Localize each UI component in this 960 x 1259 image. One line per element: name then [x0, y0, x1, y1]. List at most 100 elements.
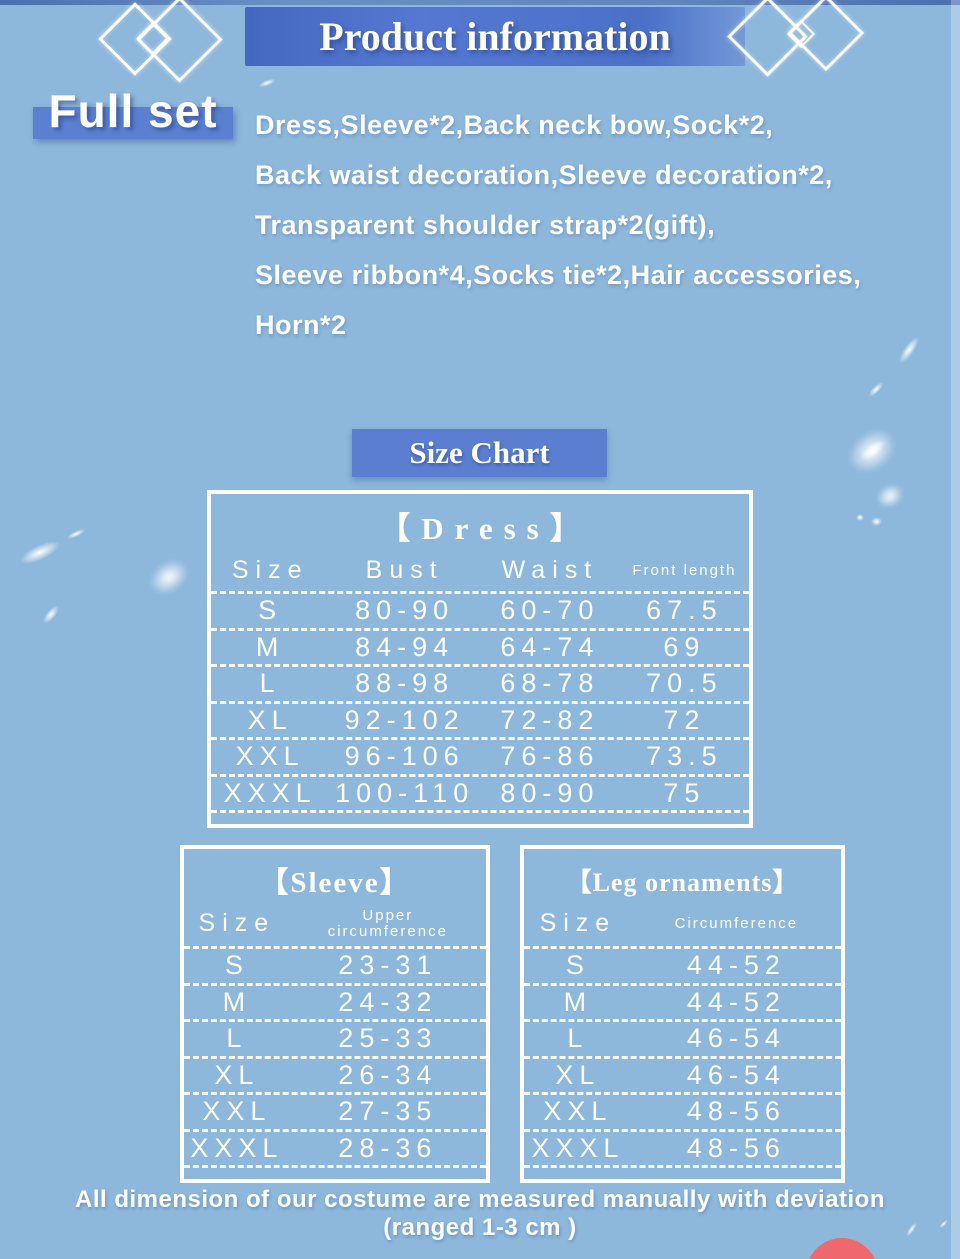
- table-row: S 23-31: [184, 949, 486, 986]
- dress-table-header: Size Bust Waist Front length: [211, 550, 749, 594]
- table-row: S 44-52: [524, 949, 841, 986]
- table-cell: 92-102: [344, 704, 465, 735]
- table-cell: 48-56: [686, 1132, 786, 1163]
- table-cell: 64-74: [500, 631, 600, 662]
- table-cell: 73.5: [646, 741, 723, 772]
- table-cell: 27-35: [338, 1096, 438, 1127]
- title-banner: Product information: [245, 7, 745, 66]
- sparkle-decoration: [16, 536, 64, 569]
- full-set-line: Transparent shoulder strap*2(gift),: [255, 210, 716, 240]
- table-cell: XL: [247, 704, 293, 735]
- leg-ornaments-table-title: 【Leg ornaments】: [565, 868, 800, 897]
- table-cell: 84-94: [355, 631, 455, 662]
- leg-ornaments-table-rows: S 44-52 M 44-52 L 46-54 XL 46-54 XXL 48-56 XXXL 48-…: [524, 949, 841, 1179]
- table-cell: 88-98: [355, 668, 455, 699]
- leg-ornaments-table-header: Size Circumference: [524, 901, 841, 949]
- pink-circle-decoration: [806, 1238, 878, 1259]
- table-cell: 24-32: [338, 986, 438, 1017]
- table-cell: 48-56: [686, 1096, 786, 1127]
- full-set-contents: Dress,Sleeve*2,Back neck bow,Sock*2, Bac…: [255, 100, 935, 350]
- disclaimer-line: (ranged 1-3 cm ): [383, 1214, 577, 1241]
- table-row: XXL 27-35: [184, 1095, 486, 1132]
- table-cell: S: [258, 595, 283, 626]
- sparkle-decoration: [871, 517, 882, 526]
- table-cell: 76-86: [500, 741, 600, 772]
- sparkle-decoration: [40, 603, 62, 626]
- table-row: M 84-94 64-74 69: [211, 631, 749, 667]
- sparkle-decoration: [872, 479, 908, 513]
- table-row: XL 92-102 72-82 72: [211, 704, 749, 740]
- table-cell: 44-52: [686, 986, 786, 1017]
- table-cell: XXXL: [531, 1132, 625, 1163]
- table-cell: L: [226, 1023, 248, 1054]
- full-set-label: Full set: [48, 85, 218, 137]
- photo-right-edge: [951, 0, 960, 1259]
- table-row: XL 26-34: [184, 1059, 486, 1095]
- table-row: L 25-33: [184, 1022, 486, 1059]
- sleeve-table-header: Size Upper circumference: [184, 901, 486, 949]
- dress-size-table: 【Dress】 Size Bust Waist Front length S 80…: [207, 490, 753, 828]
- sparkle-decoration: [143, 552, 195, 602]
- table-cell: 46-54: [686, 1059, 786, 1090]
- table-cell: 72: [663, 704, 706, 735]
- table-cell: 67.5: [646, 595, 723, 626]
- table-cell: 26-34: [338, 1059, 438, 1090]
- table-cell: 68-78: [500, 668, 600, 699]
- full-set-line: Dress,Sleeve*2,Back neck bow,Sock*2,: [255, 110, 774, 140]
- table-row: XXL 48-56: [524, 1095, 841, 1132]
- table-cell: XL: [214, 1059, 260, 1090]
- column-header-upper-circumference: Upper circumference: [327, 906, 448, 940]
- table-cell: 23-31: [338, 950, 438, 981]
- table-cell: XXL: [202, 1096, 272, 1127]
- column-header-size: Size: [539, 909, 617, 937]
- table-cell: 44-52: [686, 950, 786, 981]
- dress-table-title: 【Dress】: [379, 511, 592, 546]
- table-row: XL 46-54: [524, 1059, 841, 1095]
- sleeve-table-title: 【Sleeve】: [259, 867, 411, 899]
- table-cell: M: [222, 986, 252, 1017]
- leg-ornaments-size-table: 【Leg ornaments】 Size Circumference S 44-5…: [520, 845, 845, 1183]
- table-cell: 100-110: [335, 777, 475, 808]
- table-cell: 96-106: [344, 741, 465, 772]
- photo-top-edge: [0, 0, 960, 5]
- table-row: XXXL 48-56: [524, 1132, 841, 1168]
- table-cell: 25-33: [338, 1023, 438, 1054]
- column-header-size: Size: [198, 909, 276, 937]
- full-set-line: Horn*2: [255, 310, 347, 340]
- table-cell: M: [563, 986, 593, 1017]
- table-cell: 60-70: [500, 595, 600, 626]
- table-cell: S: [565, 950, 590, 981]
- measurement-disclaimer: All dimension of our costume are measure…: [0, 1186, 960, 1242]
- table-cell: 69: [663, 631, 706, 662]
- size-chart-heading: Size Chart: [352, 429, 607, 477]
- dress-table-rows: S 80-90 60-70 67.5 M 84-94 64-74 69 L 88-98 68-78 7…: [211, 594, 749, 824]
- sleeve-size-table: 【Sleeve】 Size Upper circumference S 23-31…: [180, 845, 490, 1183]
- column-header-waist: Waist: [501, 556, 599, 584]
- table-cell: XXXL: [190, 1132, 284, 1163]
- sparkle-decoration: [65, 527, 87, 541]
- table-cell: L: [259, 668, 281, 699]
- table-cell: XXL: [543, 1096, 613, 1127]
- table-row: M 24-32: [184, 986, 486, 1022]
- table-cell: 70.5: [646, 668, 723, 699]
- column-header-bust: Bust: [365, 556, 444, 584]
- table-cell: 28-36: [338, 1132, 438, 1163]
- table-cell: L: [567, 1023, 589, 1054]
- table-row: XXXL 28-36: [184, 1132, 486, 1168]
- table-row: M 44-52: [524, 986, 841, 1022]
- table-row: S 80-90 60-70 67.5: [211, 594, 749, 631]
- table-cell: 72-82: [500, 704, 600, 735]
- table-cell: 80-90: [500, 777, 600, 808]
- full-set-line: Sleeve ribbon*4,Socks tie*2,Hair accesso…: [255, 260, 862, 290]
- table-cell: 80-90: [355, 595, 455, 626]
- table-row: L 46-54: [524, 1022, 841, 1059]
- sparkle-decoration: [856, 514, 864, 521]
- full-set-line: Back waist decoration,Sleeve decoration*…: [255, 160, 833, 190]
- table-cell: M: [255, 631, 285, 662]
- table-cell: 46-54: [686, 1023, 786, 1054]
- column-header-size: Size: [231, 556, 309, 584]
- table-row: L 88-98 68-78 70.5: [211, 667, 749, 704]
- sparkle-decoration: [257, 77, 277, 89]
- table-row: XXXL 100-110 80-90 75: [211, 777, 749, 813]
